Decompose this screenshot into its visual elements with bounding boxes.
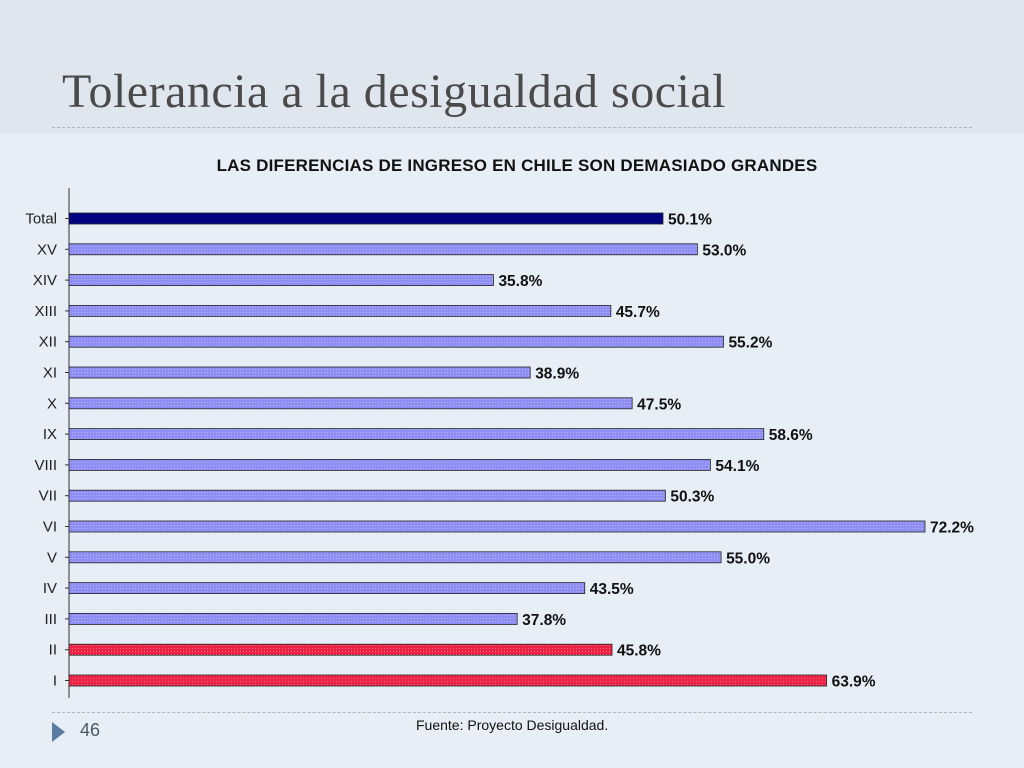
bar (68, 489, 666, 502)
category-label: Total (25, 211, 57, 228)
category-label: I (53, 673, 57, 690)
value-label: 53.0% (702, 242, 746, 259)
bar (68, 613, 518, 625)
value-label: 45.8% (617, 643, 661, 660)
title-band (0, 0, 1024, 134)
bar (68, 643, 613, 656)
value-label: 47.5% (637, 396, 681, 413)
category-label: X (47, 395, 57, 412)
value-label: 38.9% (535, 366, 579, 383)
bar (68, 335, 724, 348)
category-label: V (47, 549, 57, 566)
bar (68, 551, 722, 564)
value-label: 50.3% (670, 489, 714, 506)
category-label: VIII (34, 457, 57, 474)
value-label: 55.2% (728, 335, 772, 352)
bar (68, 243, 698, 256)
category-label: VI (43, 519, 57, 536)
slide-marker-triangle-icon (52, 722, 65, 742)
category-label: XII (39, 334, 57, 351)
category-label: III (44, 611, 57, 628)
value-label: 43.5% (590, 581, 634, 598)
value-label: 50.1% (668, 212, 712, 229)
value-label: 58.6% (769, 427, 813, 444)
bar (68, 397, 633, 410)
value-label: 63.9% (832, 674, 876, 691)
footer-divider (52, 712, 972, 713)
title-divider (52, 127, 972, 128)
bar (68, 212, 664, 225)
slide-title: Tolerancia a la desigualdad social (62, 65, 727, 118)
bar (68, 674, 827, 687)
page-number: 46 (80, 720, 101, 740)
value-label: 35.8% (498, 273, 542, 290)
bar (68, 520, 926, 533)
value-label: 54.1% (715, 458, 759, 475)
chart-title: LAS DIFERENCIAS DE INGRESO EN CHILE SON … (216, 156, 818, 175)
bar (68, 428, 765, 441)
category-label: XI (43, 365, 57, 382)
value-label: 72.2% (930, 520, 974, 537)
bar (68, 304, 612, 317)
value-label: 55.0% (726, 550, 770, 567)
category-label: IV (43, 580, 57, 597)
category-label: XIII (34, 303, 57, 320)
category-label: XV (37, 241, 57, 258)
bar (68, 582, 586, 594)
value-label: 45.7% (616, 304, 660, 321)
value-label: 37.8% (522, 612, 566, 629)
bar (68, 366, 531, 379)
category-label: IX (43, 426, 57, 443)
bar (68, 274, 494, 287)
category-label: II (49, 642, 57, 659)
bar (68, 458, 711, 471)
source-note: Fuente: Proyecto Desigualdad. (416, 717, 609, 733)
category-label: VII (39, 488, 57, 505)
category-label: XIV (33, 272, 57, 289)
